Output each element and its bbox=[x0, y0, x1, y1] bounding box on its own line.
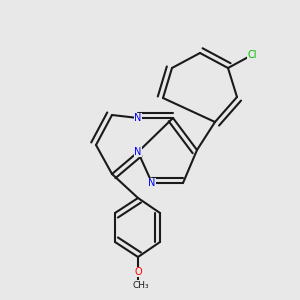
Text: Cl: Cl bbox=[247, 50, 257, 60]
Text: N: N bbox=[134, 147, 142, 157]
Text: N: N bbox=[148, 178, 156, 188]
Text: CH₃: CH₃ bbox=[133, 280, 149, 290]
Text: O: O bbox=[134, 267, 142, 277]
Text: N: N bbox=[134, 113, 142, 123]
